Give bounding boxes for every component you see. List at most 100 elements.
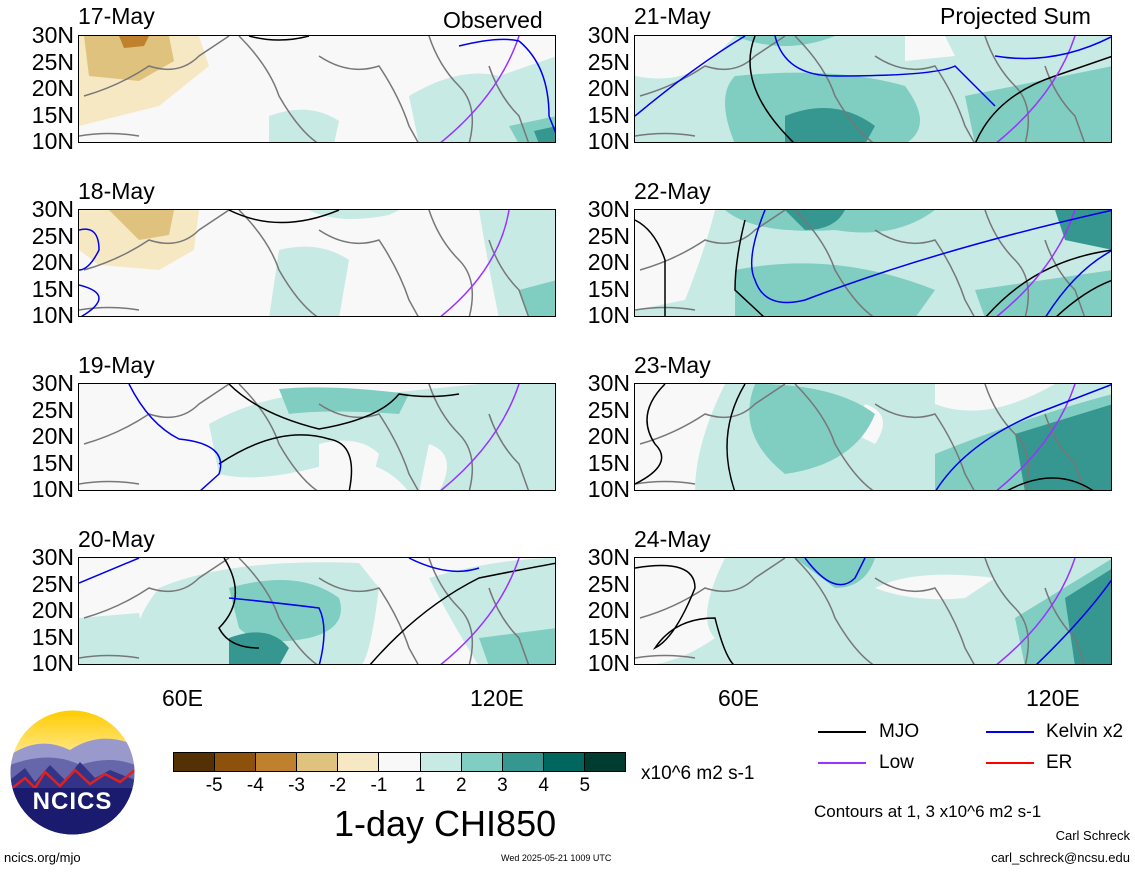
lat-label: 20N [587,249,630,275]
lat-label: 15N [31,623,74,650]
lon-label-right-60e: 60E [718,685,759,711]
legend-mjo-line [818,731,866,733]
author: Carl Schreck [1055,828,1130,843]
lat-label: 15N [31,449,74,476]
colorbar-units: x10^6 m2 s-1 [641,763,755,784]
lat-label: 10N [587,128,630,154]
lat-label: 20N [587,75,630,101]
map-panel-left-2 [78,209,556,317]
timestamp: Wed 2025-05-21 1009 UTC [501,853,612,863]
lat-label: 25N [587,396,630,423]
colorbar-swatch [256,753,298,771]
observed-header: Observed [443,7,543,33]
ncics-logo-icon [10,710,135,835]
colorbar-swatch [338,753,380,771]
lat-label: 30N [31,370,74,396]
lat-label: 15N [587,101,630,128]
lat-label: 30N [31,544,74,570]
map-panel-right-2 [634,209,1112,317]
lon-label-left-60e: 60E [162,685,203,711]
lat-label: 20N [587,597,630,623]
lat-label: 15N [31,101,74,128]
date-label-left-4: 20-May [78,526,155,552]
email: carl_schreck@ncsu.edu [991,850,1130,865]
date-label-left-2: 18-May [78,178,155,204]
colorbar-tick-label: 1 [414,775,426,796]
lat-label: 15N [587,623,630,650]
map-panel-left-3 [78,383,556,491]
lat-label: 10N [31,476,74,502]
lat-label: 25N [31,570,74,597]
lat-label: 15N [587,275,630,302]
date-label-left-1: 17-May [78,3,155,29]
colorbar-swatch [543,753,585,771]
colorbar-swatch [502,753,544,771]
colorbar-swatch [297,753,339,771]
lat-label: 10N [31,302,74,328]
chart-title: 1-day CHI850 [334,803,557,844]
colorbar-swatch [379,753,421,771]
colorbar-tick-label: 3 [497,775,508,796]
map-panel-right-1 [634,35,1112,143]
lat-label: 30N [587,22,630,48]
date-label-right-4: 24-May [634,526,711,552]
colorbar-tick-label: -4 [246,775,264,796]
lat-label: 25N [31,396,74,423]
colorbar-tick-label: -3 [288,775,305,796]
map-panel-left-1 [78,35,556,143]
ncics-logo: NCICS [10,710,135,835]
colorbar-tick-label: 2 [455,775,467,796]
lon-label-left-120e: 120E [470,685,524,711]
colorbar [173,752,626,772]
colorbar-swatch [461,753,503,771]
colorbar-tick-label: 4 [538,775,549,796]
legend-kelvin-line [986,731,1034,733]
lon-label-right-120e: 120E [1026,685,1080,711]
lat-label: 25N [31,48,74,75]
date-label-right-1: 21-May [634,3,711,29]
lat-label: 25N [31,222,74,249]
projected-sum-header: Projected Sum [940,3,1091,29]
lat-label: 10N [31,650,74,676]
legend-kelvin-label: Kelvin x2 [1046,721,1124,742]
lat-label: 30N [587,370,630,396]
legend-er-line [986,762,1034,764]
lat-label: 25N [587,570,630,597]
lat-label: 30N [587,196,630,222]
colorbar-tick-label: -1 [370,775,388,796]
date-label-left-3: 19-May [78,352,155,378]
colorbar-tick-label: 5 [579,775,591,796]
colorbar-swatch [215,753,257,771]
colorbar-swatch [584,753,626,771]
colorbar-tick-label: -5 [205,775,223,796]
logo-text: NCICS [32,788,113,815]
legend-mjo-label: MJO [879,721,920,742]
lat-label: 25N [587,48,630,75]
lat-label: 10N [587,476,630,502]
lat-label: 20N [587,423,630,449]
lat-label: 10N [587,302,630,328]
contour-note: Contours at 1, 3 x10^6 m2 s-1 [814,802,1042,821]
map-panel-left-4 [78,557,556,665]
lat-label: 25N [587,222,630,249]
lat-label: 30N [31,196,74,222]
website: ncics.org/mjo [4,850,81,865]
lat-label: 10N [587,650,630,676]
lat-label: 20N [31,597,74,623]
map-panel-right-3 [634,383,1112,491]
legend-low-line [818,762,866,764]
lat-label: 15N [31,275,74,302]
date-label-right-3: 23-May [634,352,711,378]
lat-label: 10N [31,128,74,154]
colorbar-tick-label: -2 [329,775,347,796]
lat-label: 20N [31,423,74,449]
date-label-right-2: 22-May [634,178,711,204]
lat-label: 30N [31,22,74,48]
map-panel-right-4 [634,557,1112,665]
legend-low-label: Low [879,752,914,773]
lat-label: 30N [587,544,630,570]
colorbar-swatch [174,753,216,771]
lat-label: 20N [31,249,74,275]
lat-label: 15N [587,449,630,476]
lat-label: 20N [31,75,74,101]
